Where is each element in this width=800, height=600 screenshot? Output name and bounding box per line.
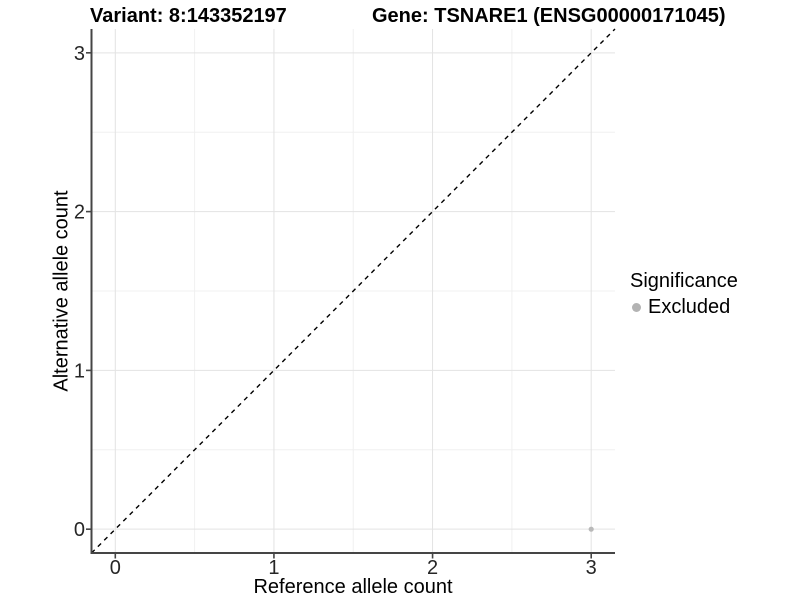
x-tick-label: 3 bbox=[586, 557, 597, 579]
x-tick-label: 0 bbox=[110, 557, 121, 579]
legend-item-excluded: Excluded bbox=[629, 296, 738, 319]
x-tick-label: 1 bbox=[268, 557, 279, 579]
identity-line bbox=[91, 28, 616, 554]
y-tick-label: 3 bbox=[74, 43, 85, 65]
plot-title-variant: Variant: 8:143352197 bbox=[90, 5, 287, 27]
plot-title-gene: Gene: TSNARE1 (ENSG00000171045) bbox=[372, 5, 726, 27]
y-tick-label: 0 bbox=[74, 519, 85, 541]
data-point bbox=[588, 526, 594, 532]
legend-title: Significance bbox=[630, 270, 738, 292]
legend-point-icon bbox=[632, 303, 641, 312]
x-tick-label: 2 bbox=[427, 557, 438, 579]
legend-item-label: Excluded bbox=[648, 296, 731, 318]
y-tick-label: 1 bbox=[74, 360, 85, 382]
y-axis-label: Alternative allele count bbox=[50, 190, 73, 392]
y-tick-label: 2 bbox=[74, 202, 85, 224]
legend: Significance Excluded bbox=[629, 270, 738, 319]
x-axis-label: Reference allele count bbox=[253, 576, 453, 598]
